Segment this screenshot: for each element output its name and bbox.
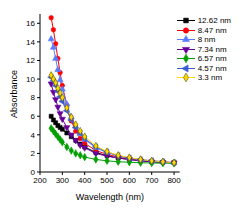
svg-text:Absorbance: Absorbance (9, 70, 19, 118)
svg-text:300: 300 (56, 176, 70, 185)
html-text:12.62 nm: 12.62 nm (197, 16, 231, 25)
html-text:4.57 nm: 4.57 nm (197, 63, 227, 73)
svg-text:Wavelength (nm): Wavelength (nm) (76, 192, 144, 202)
svg-text:800: 800 (167, 176, 181, 185)
svg-text:500: 500 (100, 176, 114, 185)
svg-text:6: 6 (31, 112, 36, 121)
svg-text:10: 10 (26, 75, 35, 84)
svg-text:0: 0 (31, 168, 36, 177)
svg-text:600: 600 (123, 176, 137, 185)
svg-text:4: 4 (31, 131, 36, 140)
svg-text:16: 16 (26, 19, 35, 28)
svg-text:700: 700 (145, 176, 159, 185)
svg-text:2: 2 (31, 149, 36, 158)
svg-text:8: 8 (31, 93, 36, 102)
svg-text:400: 400 (78, 176, 92, 185)
html-text:3.3 nm: 3.3 nm (197, 73, 223, 82)
svg-text:200: 200 (33, 176, 47, 185)
html-text:6.57 nm: 6.57 nm (197, 54, 227, 63)
svg-text:12: 12 (26, 56, 35, 65)
html-text:8.47 nm: 8.47 nm (197, 25, 227, 35)
html-text:8 nm: 8 nm (197, 35, 216, 44)
html-text:7.34 nm: 7.34 nm (197, 44, 227, 54)
svg-text:14: 14 (26, 38, 35, 47)
